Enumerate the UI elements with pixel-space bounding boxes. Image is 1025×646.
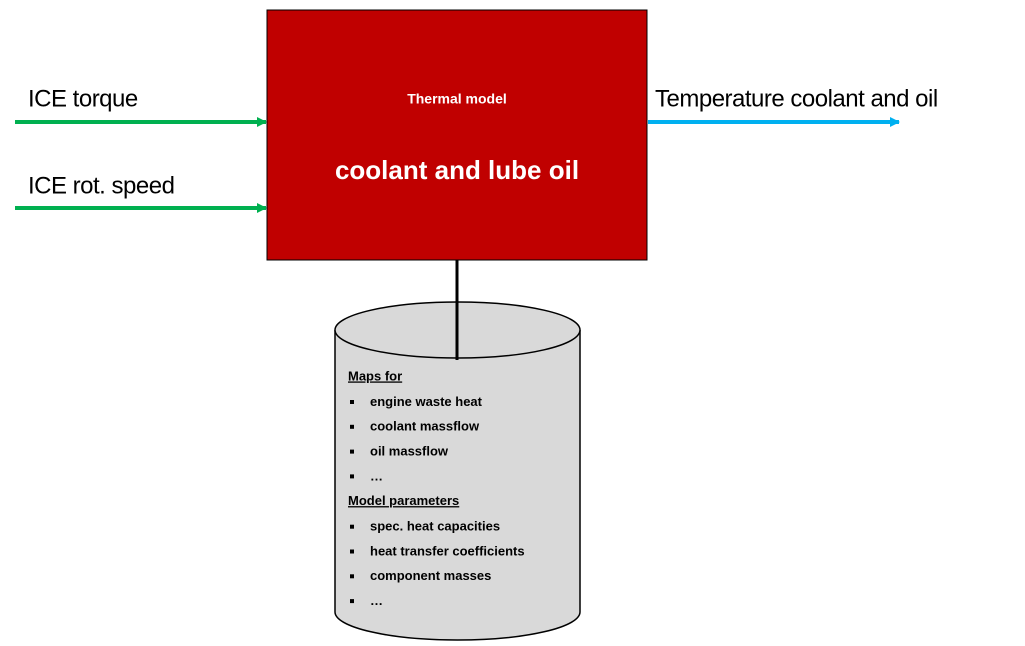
list-item: oil massflow	[370, 444, 449, 459]
list-item: spec. heat capacities	[370, 519, 500, 534]
bullet	[350, 599, 354, 604]
bullet	[350, 424, 354, 429]
bullet	[350, 400, 354, 404]
bullet	[350, 549, 354, 554]
output-label: Temperature coolant and oil	[655, 85, 938, 112]
section-heading: Model parameters	[348, 493, 459, 508]
input-label: ICE torque	[28, 85, 138, 112]
database-contents: Maps for engine waste heat coolant massflo…	[348, 368, 525, 608]
model-box	[266, 9, 648, 261]
list-item: component masses	[370, 568, 491, 583]
section-heading: Maps for	[348, 368, 402, 383]
database-body	[334, 330, 581, 641]
list-item: …	[370, 593, 383, 608]
bullet	[350, 449, 354, 454]
model-title: Thermal model	[407, 91, 507, 107]
list-item: engine waste heat	[370, 394, 483, 409]
list-item: heat transfer coefficients	[370, 543, 525, 558]
bullet	[350, 524, 354, 529]
bullet	[350, 574, 354, 579]
list-item: coolant massflow	[370, 419, 480, 434]
input-label: ICE rot. speed	[28, 172, 174, 199]
model-subtitle: coolant and lube oil	[335, 155, 579, 185]
list-item: …	[370, 468, 383, 483]
bullet	[350, 474, 354, 479]
